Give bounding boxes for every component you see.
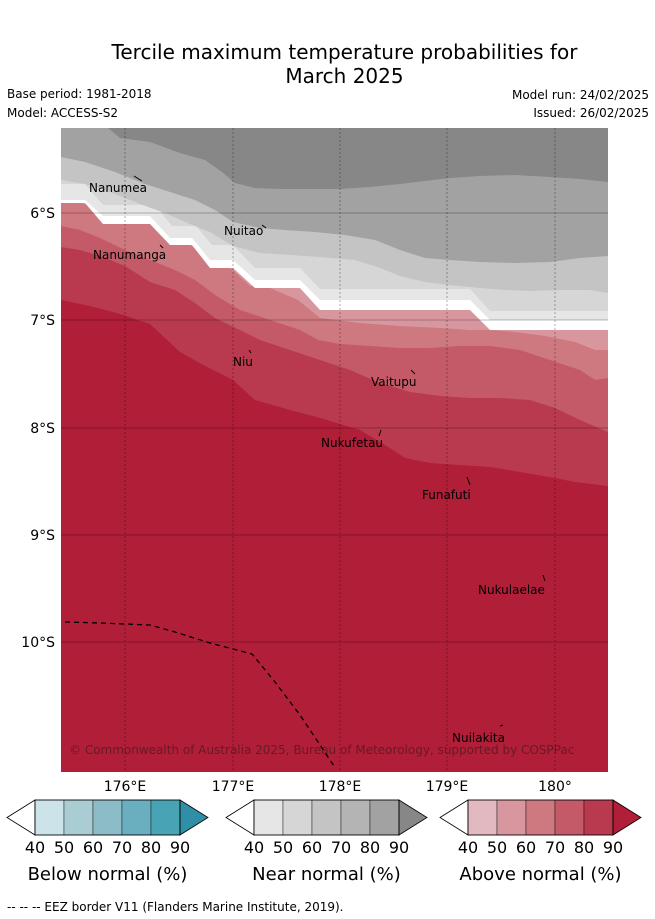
- island-mark-nuitao: [261, 224, 267, 229]
- island-label-nukulaelae: Nukulaelae: [478, 583, 545, 597]
- colorbar-below-outline: [34, 799, 181, 836]
- island-labels: Nanumea Nuitao Nanumanga Niu Vaitupu Nuk…: [89, 181, 545, 745]
- island-mark-funafuti: [466, 476, 471, 486]
- colorbar-above-extend-low: [439, 799, 469, 836]
- probability-bands: [61, 128, 608, 772]
- colorbar-above-tick: 80: [574, 838, 594, 857]
- grid-lines: [124, 128, 556, 772]
- lon-tick-178: 178°E: [319, 779, 362, 795]
- lat-tick-7: 7°S: [30, 313, 55, 329]
- colorbar-near-title: Near normal (%): [252, 864, 401, 885]
- island-marks: [133, 175, 546, 727]
- lon-tick-179: 179°E: [426, 779, 469, 795]
- lon-tick-labels: 176°E 177°E 178°E 179°E 180°: [104, 779, 572, 795]
- colorbar-near-segment: [311, 799, 342, 836]
- colorbar-above-segment: [525, 799, 556, 836]
- colorbar-below-segment: [92, 799, 123, 836]
- island-label-funafuti: Funafuti: [422, 488, 471, 502]
- island-label-nanumanga: Nanumanga: [93, 248, 166, 262]
- lat-tick-10: 10°S: [21, 635, 55, 651]
- colorbar-above-segment: [554, 799, 585, 836]
- colorbar-near-tick: 80: [360, 838, 380, 857]
- lon-tick-176: 176°E: [104, 779, 147, 795]
- colorbar-below-tick: 50: [54, 838, 74, 857]
- lon-tick-177: 177°E: [212, 779, 255, 795]
- colorbar-above-outline: [467, 799, 614, 836]
- colorbar-above-segment: [496, 799, 527, 836]
- colorbar-near-tick: 60: [302, 838, 322, 857]
- colorbar-below-tick: 40: [25, 838, 45, 857]
- colorbar-above-title: Above normal (%): [459, 864, 621, 885]
- map-title: Tercile maximum temperature probabilitie…: [0, 40, 655, 88]
- island-mark-nanumea: [133, 175, 143, 182]
- colorbar-below-segment: [63, 799, 94, 836]
- lat-tick-6: 6°S: [30, 206, 55, 222]
- colorbar-near-extend-high: [398, 799, 428, 836]
- colorbar-below-extend-high: [179, 799, 209, 836]
- colorbar-above-tick: 70: [545, 838, 565, 857]
- eez-footnote: -- -- -- EEZ border V11 (Flanders Marine…: [7, 900, 344, 914]
- model-text: Model: ACCESS-S2: [7, 106, 119, 120]
- island-mark-nuilakita: [499, 724, 504, 727]
- issued-text: Issued: 26/02/2025: [533, 106, 649, 120]
- lat-tick-labels: 6°S 7°S 8°S 9°S 10°S: [21, 206, 55, 651]
- colorbar-near-segment: [282, 799, 313, 836]
- map-title-line2: March 2025: [285, 64, 404, 88]
- island-label-niu: Niu: [233, 355, 253, 369]
- colorbar-below-tick: 80: [141, 838, 161, 857]
- island-mark-nanumanga: [159, 244, 164, 249]
- island-mark-niu: [248, 349, 252, 354]
- island-label-nuitao: Nuitao: [224, 224, 263, 238]
- colorbar-near-tick: 70: [331, 838, 351, 857]
- colorbar-above-segment: [467, 799, 498, 836]
- colorbar-near: 40 50 60 70 80 90 Near normal (%): [225, 799, 428, 885]
- colorbar-near-segment: [369, 799, 400, 836]
- colorbar-near-extend-low: [225, 799, 255, 836]
- colorbar-above-segment: [583, 799, 614, 836]
- colorbar-below-tick: 70: [112, 838, 132, 857]
- colorbar-below: 40 50 60 70 80 90 Below normal (%): [6, 799, 209, 885]
- colorbars: 40 50 60 70 80 90 Below normal (%) 40 50 60 70 80 90…: [6, 799, 642, 885]
- band-near-90: [108, 128, 608, 189]
- colorbar-below-segment: [34, 799, 65, 836]
- grid-lines-lat: [61, 212, 608, 643]
- island-mark-nukufetau: [378, 429, 382, 437]
- colorbar-above-tick: 50: [487, 838, 507, 857]
- island-mark-nukulaelae: [542, 574, 546, 582]
- island-label-nuilakita: Nuilakita: [452, 731, 505, 745]
- map-title-line1: Tercile maximum temperature probabilitie…: [111, 40, 578, 64]
- colorbar-near-segment: [253, 799, 284, 836]
- base-period-text: Base period: 1981-2018: [7, 87, 152, 101]
- colorbar-near-segment: [340, 799, 371, 836]
- colorbar-above: 40 50 60 70 80 90 Above normal (%): [439, 799, 642, 885]
- model-run-text: Model run: 24/02/2025: [511, 88, 649, 102]
- island-label-vaitupu: Vaitupu: [371, 375, 417, 389]
- colorbar-above-tick: 90: [603, 838, 623, 857]
- colorbar-above-tick: 60: [516, 838, 536, 857]
- colorbar-near-tick: 40: [244, 838, 264, 857]
- colorbar-below-segment: [121, 799, 152, 836]
- colorbar-near-tick: 90: [389, 838, 409, 857]
- colorbar-below-title: Below normal (%): [28, 864, 188, 885]
- copyright-text: © Commonwealth of Australia 2025, Bureau…: [69, 743, 574, 757]
- colorbar-below-segment: [150, 799, 181, 836]
- island-label-nanumea: Nanumea: [89, 181, 147, 195]
- colorbar-near-tick: 50: [273, 838, 293, 857]
- lon-tick-180: 180°: [538, 779, 572, 795]
- lat-tick-9: 9°S: [30, 528, 55, 544]
- lat-tick-8: 8°S: [30, 421, 55, 437]
- island-mark-vaitupu: [410, 369, 416, 375]
- colorbar-below-extend-low: [6, 799, 36, 836]
- colorbar-below-tick: 60: [83, 838, 103, 857]
- island-label-nukufetau: Nukufetau: [321, 436, 383, 450]
- colorbar-near-outline: [253, 799, 400, 836]
- colorbar-above-extend-high: [612, 799, 642, 836]
- colorbar-above-tick: 40: [458, 838, 478, 857]
- colorbar-below-tick: 90: [170, 838, 190, 857]
